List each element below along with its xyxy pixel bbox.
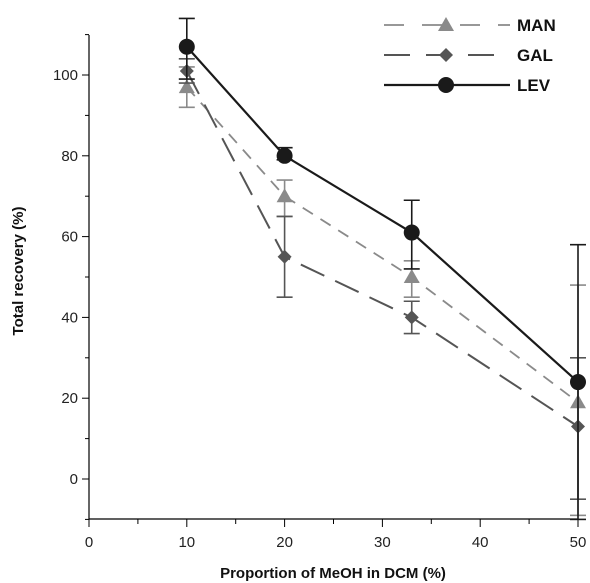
man-marker (276, 188, 293, 203)
y-tick-label: 0 (70, 471, 78, 488)
man-marker (403, 269, 420, 283)
legend: MAN GAL LEV (384, 16, 556, 95)
lev-marker (276, 147, 293, 164)
gal-line (185, 70, 579, 428)
x-tick-label: 30 (374, 534, 391, 551)
legend-item-man: MAN (384, 16, 556, 35)
legend-man-marker (438, 17, 454, 31)
gal-marker (404, 310, 419, 325)
legend-item-gal: GAL (384, 46, 553, 65)
legend-gal-marker (439, 48, 453, 62)
y-tick-label: 40 (61, 309, 78, 326)
x-tick-label: 50 (570, 534, 587, 551)
y-tick-label: 100 (53, 67, 78, 84)
y-tick-label: 20 (61, 390, 78, 407)
legend-lev-label: LEV (517, 76, 551, 95)
axes: 0 20 40 60 80 100 0 10 20 30 40 50 (53, 34, 587, 551)
x-tick-label: 40 (472, 534, 489, 551)
y-tick-label: 80 (61, 148, 78, 165)
y-axis-title: Total recovery (%) (10, 207, 27, 336)
lev-marker (178, 38, 195, 55)
lev-line (185, 45, 579, 383)
man-marker (178, 79, 195, 94)
legend-man-label: MAN (517, 16, 556, 35)
lev-marker (570, 374, 586, 391)
series-gal (178, 58, 586, 501)
legend-gal-label: GAL (517, 46, 553, 65)
x-tick-label: 0 (85, 534, 93, 551)
man-line (186, 86, 579, 403)
x-axis-title: Proportion of MeOH in DCM (%) (220, 565, 446, 582)
series-layer (178, 17, 586, 521)
y-tick-label: 60 (61, 229, 78, 246)
x-tick-label: 20 (276, 534, 293, 551)
series-lev (178, 17, 586, 521)
legend-item-lev: LEV (384, 76, 551, 95)
lev-marker (403, 224, 420, 241)
gal-marker (277, 249, 292, 264)
legend-lev-marker (438, 77, 454, 93)
series-man (178, 66, 586, 517)
x-tick-label: 10 (178, 534, 195, 551)
